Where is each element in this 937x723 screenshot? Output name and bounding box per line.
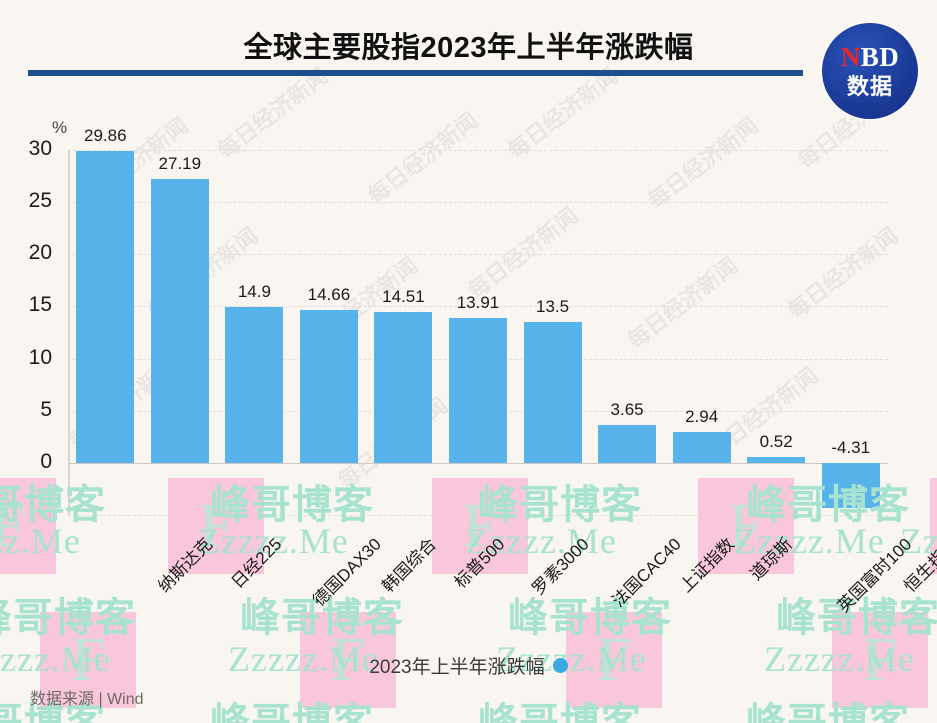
y-axis-tick-label: 25	[28, 189, 52, 213]
bar[interactable]	[150, 179, 209, 463]
legend-label: 2023年上半年涨跌幅	[369, 657, 545, 678]
legend-marker-icon	[552, 658, 568, 673]
gridline	[68, 306, 888, 308]
x-axis-tick-label: 日经225	[227, 534, 286, 593]
y-axis-tick-label: 5	[40, 397, 52, 421]
gridline	[68, 254, 888, 256]
bar-value-label: 13.5	[535, 297, 570, 317]
x-axis-tick-label: 罗素3000	[528, 534, 593, 599]
data-source-note: 数据来源 | Wind	[30, 691, 144, 708]
bar[interactable]	[523, 322, 582, 463]
bar[interactable]	[821, 462, 880, 508]
bar[interactable]	[449, 317, 507, 463]
nbd-logo: NBD 数据	[822, 23, 918, 119]
chart-legend: 2023年上半年涨跌幅	[0, 652, 937, 679]
x-axis-tick-label: 德国DAX30	[309, 534, 386, 611]
chart-header: 全球主要股指2023年上半年涨跌幅	[0, 0, 937, 92]
logo-letters-bd: BD	[860, 42, 900, 72]
bar-series: 29.86 27.19 14.9 14.66 14.51 13.91 13.5 3.65 2.9…	[68, 126, 888, 515]
logo-letter-n: N	[840, 42, 861, 72]
bar[interactable]	[76, 151, 135, 463]
x-axis-tick-label: 法国CAC40	[608, 534, 685, 611]
y-axis-tick-label: 30	[28, 137, 52, 160]
x-axis-tick-label: 韩国综合	[378, 534, 440, 597]
logo-subtitle: 数据	[846, 74, 893, 99]
x-axis-tick-label: 标普500	[451, 534, 509, 593]
gridline	[68, 150, 888, 151]
bar-value-label: 14.51	[382, 286, 425, 306]
bar[interactable]	[598, 424, 657, 463]
y-axis-line	[68, 150, 70, 515]
bar[interactable]	[299, 309, 358, 463]
bar-value-label: -4.31	[831, 437, 871, 457]
gridline	[68, 202, 888, 204]
gridline	[68, 462, 888, 464]
y-axis-tick-label: 20	[28, 241, 52, 265]
x-axis-tick-label: 上证指数	[676, 534, 739, 597]
plot-area: 29.86 27.19 14.9 14.66 14.51 13.91 13.5 3.65 2.9…	[68, 126, 888, 516]
bar-value-label: 2.94	[685, 407, 719, 427]
y-axis-unit-label: %	[52, 118, 68, 137]
y-axis-tick-label: 0	[40, 449, 52, 473]
bar[interactable]	[225, 307, 284, 463]
x-axis-tick-label: 道琼斯	[746, 534, 796, 585]
bar-value-label: 3.65	[610, 399, 644, 419]
y-axis-tick-label: 15	[28, 293, 52, 317]
x-axis-tick-label: 纳斯达克	[154, 534, 217, 597]
bar-value-label: 14.66	[307, 284, 351, 304]
bar-value-label: 13.91	[456, 292, 500, 312]
logo-wordmark: NBD	[841, 44, 900, 71]
title-divider	[28, 70, 803, 76]
page-title: 全球主要股指2023年上半年涨跌幅	[243, 32, 694, 64]
bar-value-label: 0.52	[759, 432, 793, 452]
bar-value-label: 27.19	[158, 154, 202, 174]
bar[interactable]	[747, 457, 806, 463]
y-axis-tick-label: 10	[28, 345, 52, 369]
bar-value-label: 29.86	[84, 126, 127, 146]
bar-value-label: 14.9	[237, 282, 271, 302]
bar[interactable]	[672, 432, 731, 463]
bar[interactable]	[374, 311, 433, 463]
